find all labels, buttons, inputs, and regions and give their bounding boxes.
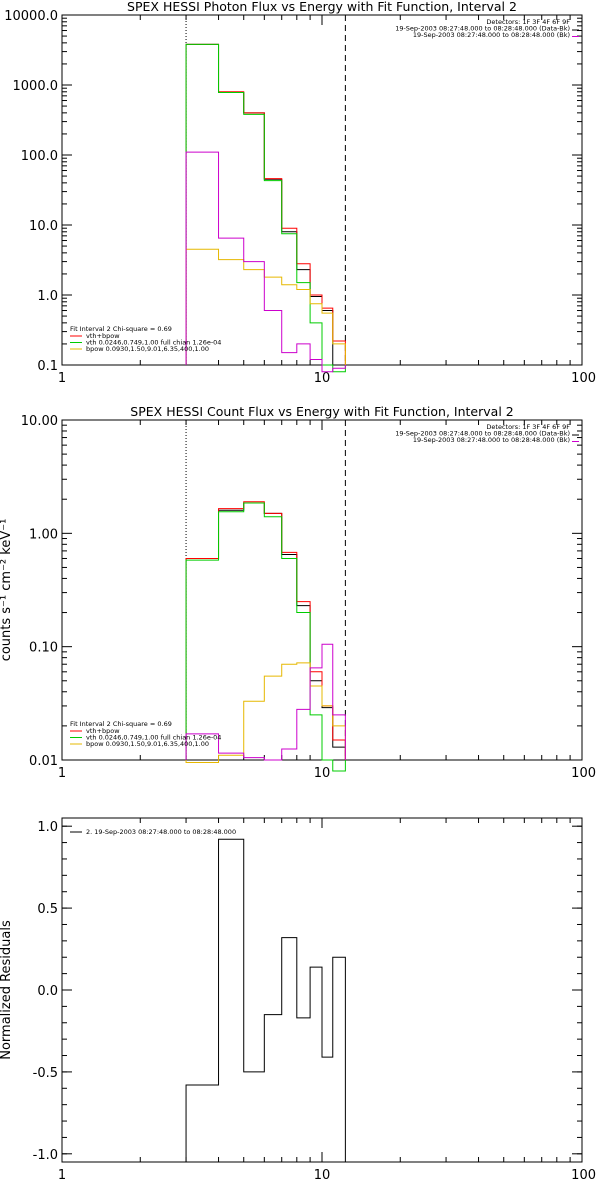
y-tick-label: 0.0 [37,984,58,999]
x-tick-label: 1 [58,371,66,386]
y-tick-label: 1000.0 [13,79,59,94]
legend-entry: bpow 0.0930,1.50,9.01,6.35,400,1.00 [86,740,209,748]
y-tick-label: 10.0 [29,219,58,234]
y-tick-label: 1.0 [37,820,58,835]
fit-info: Fit Interval 2 Chi-square = 0.69 [70,325,172,333]
chart-title-1: SPEX HESSI Photon Flux vs Energy with Fi… [127,0,517,14]
legend-entry: vth 0.0246,0.749,1.00 full chian 1.26e-0… [86,339,221,347]
series-line-3 [185,43,346,373]
info-line-3: 19-Sep-2003 08:27:48.000 to 08:28:48.000… [413,436,570,444]
y-tick-label: 10000.0 [4,9,58,24]
y-tick-label: -0.5 [33,1066,58,1081]
info-line-3: 19-Sep-2003 08:27:48.000 to 08:28:48.000… [413,31,570,39]
y-tick-label: 0.1 [37,359,58,374]
series-line-1 [185,838,346,1162]
legend-entry: vth+bpow [86,332,120,340]
series-line-4 [185,662,346,764]
series-line-5 [185,151,346,373]
y-tick-label: 1.00 [29,527,58,542]
y-tick-label: 10.00 [21,414,58,429]
x-tick-label: 10 [314,766,331,781]
x-tick-label: 10 [314,1168,331,1183]
y-axis-label-3: Normalized Residuals [0,920,14,1060]
series-line-1 [185,43,346,366]
plot-frame-2 [61,419,583,761]
series-line-3 [185,502,346,772]
legend-entry: 2. 19-Sep-2003 08:27:48.000 to 08:28:48.… [86,828,236,836]
info-line-1: Detectors: 1F 3F 4F 6F 9F [486,18,570,26]
series-line-2 [185,43,346,365]
y-axis-label-2: counts s⁻¹ cm⁻² keV⁻¹ [0,519,14,662]
info-line-2: 19-Sep-2003 08:27:48.000 to 08:28:48.000… [395,430,570,438]
series-line-4 [185,248,346,365]
y-tick-label: 100.0 [21,149,58,164]
fit-info: Fit Interval 2 Chi-square = 0.69 [70,720,172,728]
x-tick-label: 10 [314,371,331,386]
y-tick-label: 0.5 [37,902,58,917]
legend-entry: vth+bpow [86,727,120,735]
legend-entry: vth 0.0246,0.749,1.00 full chian 1.26e-0… [86,734,221,742]
x-tick-label: 1 [58,1168,66,1183]
info-line-2: 19-Sep-2003 08:27:48.000 to 08:28:48.000… [395,25,570,33]
x-tick-label: 100 [571,371,596,386]
y-tick-label: 0.01 [29,754,58,769]
info-line-1: Detectors: 1F 3F 4F 6F 9F [486,423,570,431]
y-tick-label: -1.0 [33,1148,58,1163]
x-tick-label: 100 [571,1168,596,1183]
series-line-1 [185,502,346,760]
y-tick-label: 0.10 [29,641,58,656]
legend-entry: bpow 0.0930,1.50,9.01,6.35,400,1.00 [86,345,209,353]
y-tick-label: 1.0 [37,289,58,304]
x-tick-label: 1 [58,766,66,781]
series-line-5 [185,643,346,761]
series-line-2 [185,501,346,760]
x-tick-label: 100 [571,766,596,781]
chart-title-2: SPEX HESSI Count Flux vs Energy with Fit… [130,404,513,419]
